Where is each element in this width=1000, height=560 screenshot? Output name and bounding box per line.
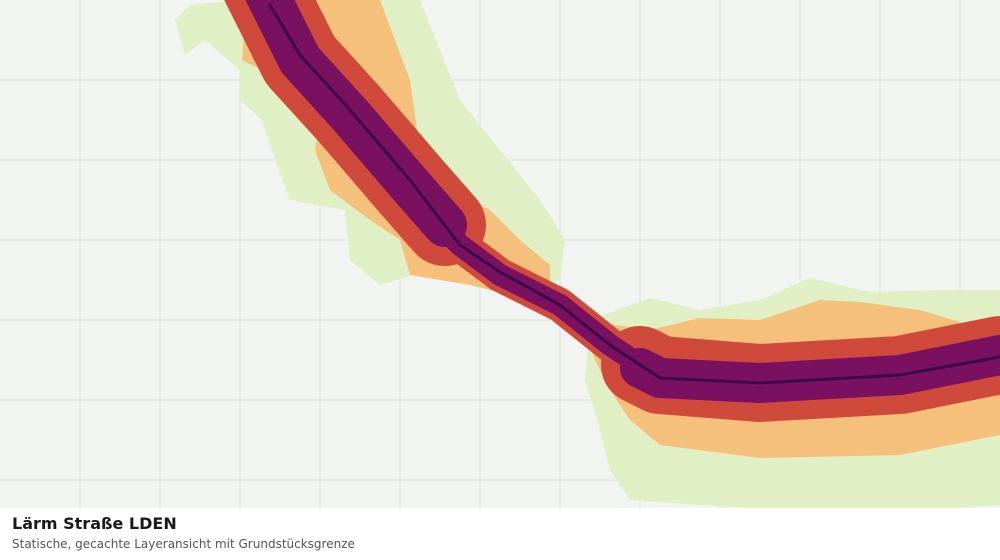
layer-title: Lärm Straße LDEN bbox=[12, 514, 177, 533]
noise-zone-high bbox=[224, 0, 1000, 422]
info-panel: Lärm Straße LDEN Statische, gecachte Lay… bbox=[0, 508, 1000, 560]
layer-subtitle: Statische, gecachte Layeransicht mit Gru… bbox=[12, 537, 355, 551]
